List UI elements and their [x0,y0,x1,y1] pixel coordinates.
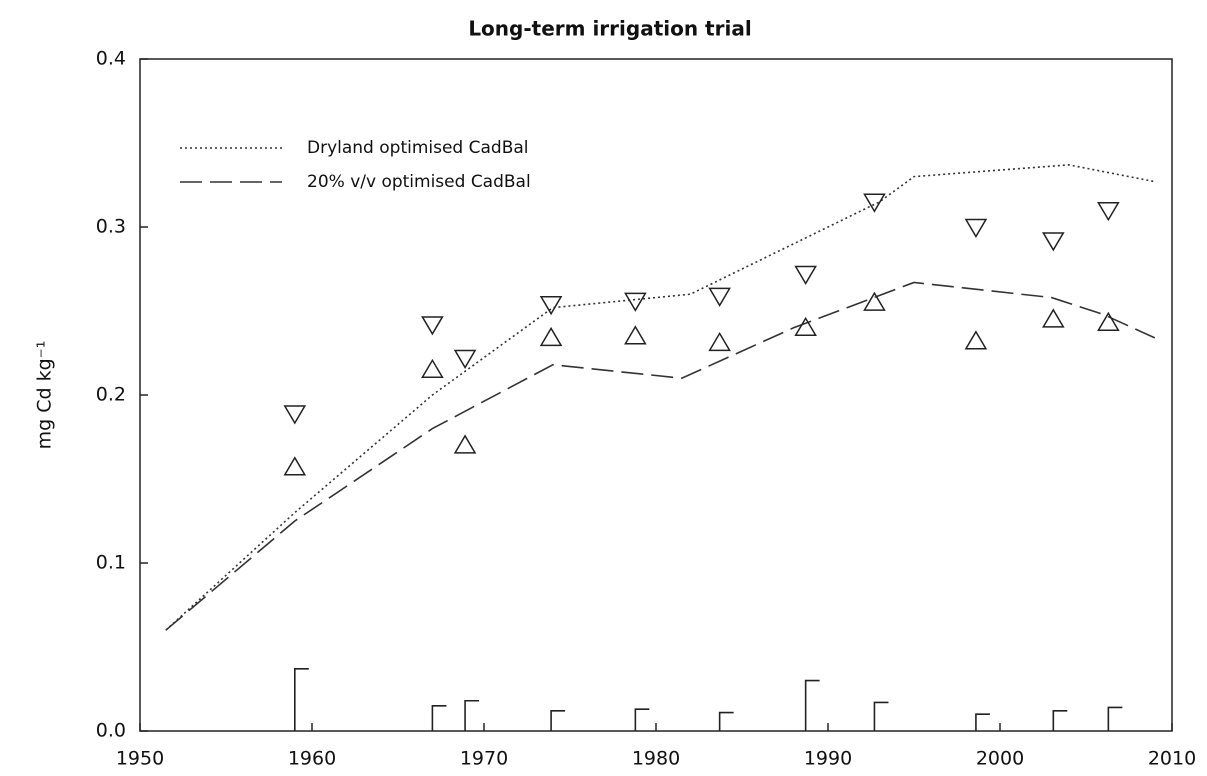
plot-frame [139,58,1173,732]
t-bar [550,710,566,731]
t-bar [431,705,447,731]
marker-triangle-down [283,405,307,425]
y-axis-label: mg Cd kg⁻¹ [34,341,56,450]
marker-triangle-down [964,218,988,238]
marker-triangle-down [539,296,563,316]
y-tick-label: 0.4 [96,48,126,70]
t-bar [975,713,990,731]
legend-text: 20% v/v optimised CadBal [307,172,531,192]
line [165,281,1156,631]
marker-triangle-up [539,326,563,347]
t-bar [464,699,480,731]
marker-triangle-up [708,331,731,352]
t-bar [804,679,820,731]
x-tick-label: 2000 [976,748,1024,770]
legend-text: Dryland optimised CadBal [307,138,529,158]
marker-triangle-down [453,349,477,370]
t-bar [634,708,650,731]
marker-triangle-down [624,292,647,312]
marker-triangle-up [794,316,817,337]
y-tick-label: 0.2 [96,384,126,406]
x-tick-label: 1980 [632,748,680,770]
marker-triangle-up [1042,308,1065,328]
t-bar [1107,706,1123,731]
marker-triangle-up [964,330,988,350]
t-bar [873,701,889,731]
marker-triangle-up [863,291,886,311]
y-tick-label: 0.0 [96,720,126,742]
marker-triangle-down [421,316,444,336]
marker-triangle-up [283,456,307,476]
marker-triangle-down [1097,201,1120,222]
x-tick-label: 2010 [1148,748,1196,770]
marker-triangle-up [624,325,647,345]
marker-triangle-down [794,265,817,286]
marker-triangle-down [863,193,886,213]
x-tick-label: 1950 [116,748,164,770]
marker-triangle-down [708,287,731,307]
marker-triangle-up [453,434,477,454]
y-tick-label: 0.1 [96,552,126,574]
marker-triangle-down [1042,232,1065,252]
t-bar [294,668,309,731]
x-tick-label: 1990 [804,748,852,770]
chart-title: Long-term irrigation trial [468,17,751,41]
x-tick-label: 1960 [288,748,336,770]
line [165,164,1155,631]
t-bar [718,711,734,731]
y-tick-label: 0.3 [96,216,126,238]
marker-triangle-up [1097,311,1120,332]
t-bar [1052,710,1068,731]
marker-triangle-up [421,358,444,379]
x-tick-label: 1970 [460,748,508,770]
